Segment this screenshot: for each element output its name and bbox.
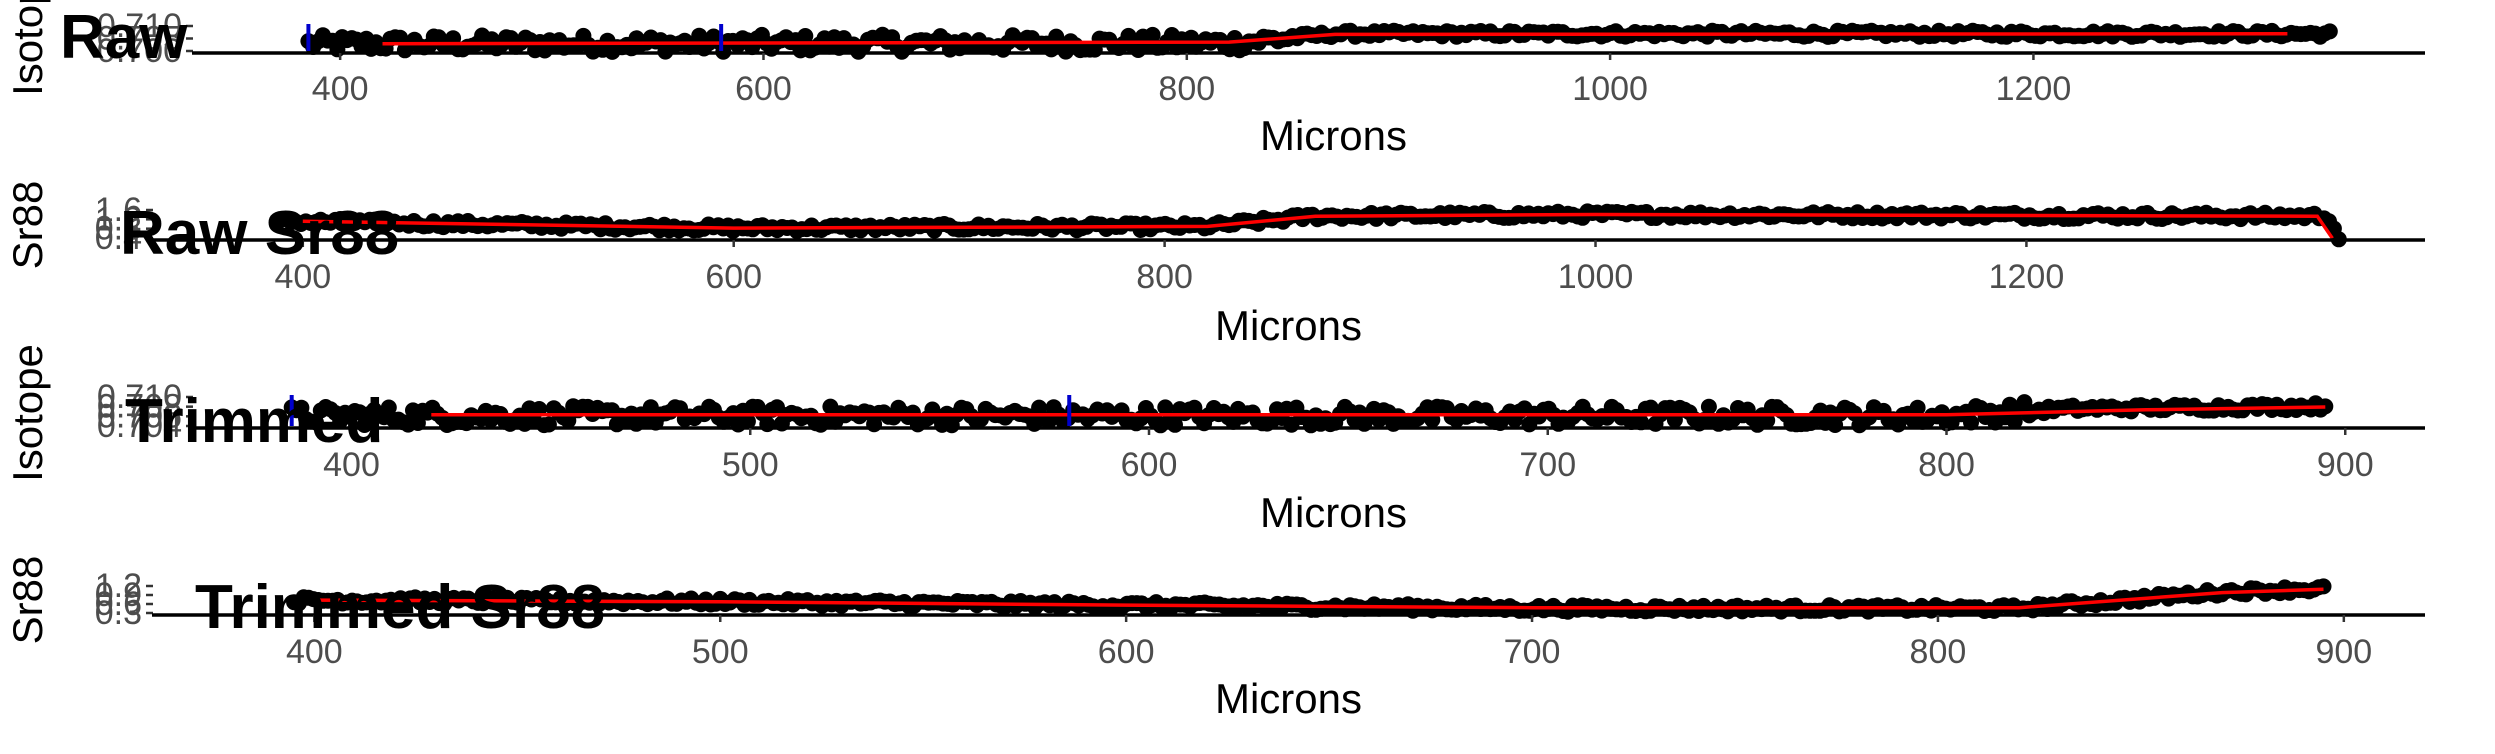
y-tick-label: 0.3 <box>95 594 142 632</box>
y-axis-title: Isotope <box>4 0 51 96</box>
x-tick-label: 900 <box>2317 446 2374 484</box>
x-tick-label: 500 <box>722 446 779 484</box>
x-axis-title: Microns <box>1260 489 1407 536</box>
y-tick-label: 0.8 <box>95 210 142 248</box>
x-tick-label: 400 <box>286 633 343 671</box>
y-tick-label: 0.6 <box>95 585 142 623</box>
data-point <box>2321 23 2338 40</box>
x-tick-label: 600 <box>1121 446 1178 484</box>
data-point <box>1759 412 1776 429</box>
x-tick-label: 700 <box>1519 446 1576 484</box>
y-tick-label: 0.710 <box>97 378 182 416</box>
x-tick-label: 600 <box>705 258 762 296</box>
data-point <box>1144 26 1161 43</box>
x-tick-label: 900 <box>2315 633 2372 671</box>
data-point <box>2315 578 2332 595</box>
y-tick-label: 0.704 <box>97 407 182 445</box>
data-point <box>2317 398 2334 415</box>
y-tick-label: 1.2 <box>95 200 142 238</box>
fit-line <box>314 587 2324 610</box>
y-tick-label: 1.2 <box>95 567 142 605</box>
y-axis-title: Sr88 <box>4 181 51 270</box>
y-tick-label: 0.705 <box>97 20 182 58</box>
x-tick-label: 800 <box>1158 70 1215 108</box>
chart-panel-2: 1.61.20.80.4 400 600 800 1000 1200 Microns Sr88… <box>4 181 2425 349</box>
x-tick-label: 800 <box>1910 633 1967 671</box>
y-tick-label: 0.9 <box>95 576 142 614</box>
y-tick-label: 0.710 <box>97 7 182 45</box>
x-tick-label: 1200 <box>1996 70 2072 108</box>
data-point <box>380 399 397 416</box>
x-tick-label: 1000 <box>1558 258 1634 296</box>
panel-title: Trimmed Sr88 <box>195 573 605 642</box>
x-axis-title: Microns <box>1260 112 1407 159</box>
x-tick-label: 400 <box>323 446 380 484</box>
fit-line <box>431 405 2326 417</box>
x-tick-label: 400 <box>312 70 369 108</box>
y-tick-label: 1.6 <box>95 191 142 229</box>
y-axis-title: Isotope <box>4 344 51 482</box>
x-tick-label: 700 <box>1504 633 1561 671</box>
y-tick-label: 0.706 <box>97 397 182 435</box>
data-point <box>739 413 756 430</box>
x-tick-label: 600 <box>735 70 792 108</box>
data-point <box>1909 399 1926 416</box>
fit-line <box>382 32 2288 46</box>
y-axis-title: Sr88 <box>4 556 51 645</box>
chart-panel-4: 1.20.90.60.3 400 500 600 700 800 900 Microns Sr8… <box>4 556 2425 722</box>
data-point <box>797 28 814 44</box>
x-axis-title: Microns <box>1215 675 1362 722</box>
y-tick-label: 0.4 <box>95 219 142 257</box>
x-tick-label: 1000 <box>1572 70 1648 108</box>
panel-title: Trimmed <box>125 387 383 456</box>
x-tick-label: 1200 <box>1989 258 2065 296</box>
data-point <box>560 412 577 429</box>
fit-line <box>302 212 2334 240</box>
x-tick-label: 800 <box>1136 258 1193 296</box>
x-tick-label: 400 <box>274 258 331 296</box>
data-point <box>2016 394 2033 411</box>
panel-title: Raw Sr88 <box>120 199 399 268</box>
y-tick-label: 0.700 <box>97 32 182 70</box>
panel-title: Raw <box>60 3 188 72</box>
x-tick-label: 600 <box>1098 633 1155 671</box>
x-tick-label: 800 <box>1918 446 1975 484</box>
x-axis-title: Microns <box>1215 302 1362 349</box>
data-point <box>1700 398 1717 415</box>
x-tick-label: 500 <box>692 633 749 671</box>
y-tick-label: 0.708 <box>97 388 182 426</box>
data-point <box>2006 413 2023 430</box>
